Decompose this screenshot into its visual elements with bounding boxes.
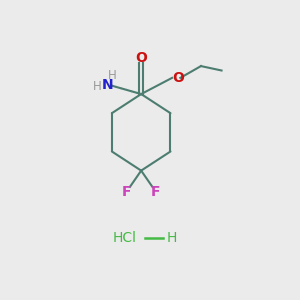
Text: H: H [93,80,101,93]
Text: H: H [167,231,177,245]
Text: N: N [102,78,114,92]
Text: O: O [135,51,147,65]
Text: F: F [122,185,131,199]
Text: F: F [151,185,160,199]
Text: HCl: HCl [113,231,137,245]
Text: O: O [172,71,184,85]
Text: H: H [108,69,117,82]
